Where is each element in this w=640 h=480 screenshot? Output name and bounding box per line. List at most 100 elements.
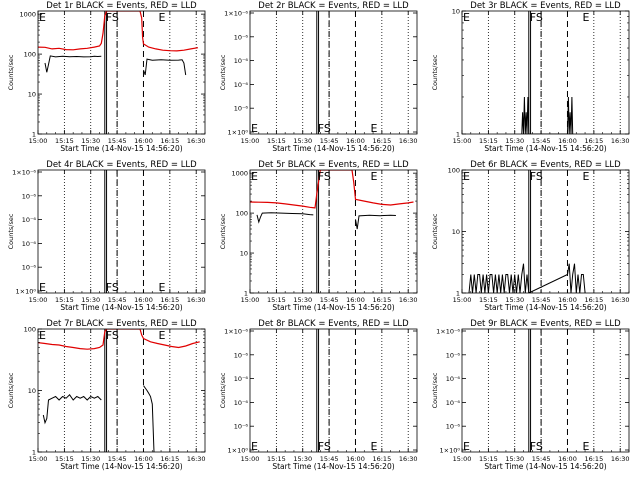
panel-4r: Det 4r BLACK = Events, RED = LLD 15:00 15:… <box>7 160 206 312</box>
flag-label: E <box>463 170 470 183</box>
x-tick-label: 16:30 <box>611 455 630 463</box>
x-tick-label: 16:00 <box>558 296 577 304</box>
y-tick-label: 10 <box>452 228 460 236</box>
flag-label: E <box>371 122 378 135</box>
y-tick-label: 10⁻⁶ <box>446 351 461 359</box>
x-tick-label: 16:15 <box>372 455 391 463</box>
x-tick-label: 15:00 <box>241 137 260 145</box>
y-tick-label: 10⁻⁶ <box>446 399 461 407</box>
flag-label: E <box>251 170 258 183</box>
y-tick-label: 1 <box>32 131 36 139</box>
y-tick-label: 10⁻⁶ <box>446 375 461 383</box>
y-tick-label: 10⁻⁶ <box>234 375 249 383</box>
y-tick-label: 100 <box>24 326 36 334</box>
x-tick-label: 16:00 <box>346 296 365 304</box>
flag-label: FS <box>530 170 543 183</box>
x-axis-label: Start Time (14-Nov-15 14:56:20) <box>272 144 394 153</box>
y-tick-label: 10⁻⁶ <box>22 216 37 224</box>
x-tick-label: 16:00 <box>346 137 365 145</box>
x-tick-label: 16:00 <box>134 137 153 145</box>
flag-label: FS <box>318 122 331 135</box>
y-tick-label: 10 <box>452 8 460 16</box>
y-tick-label: 1 <box>244 290 248 298</box>
panel-5r: Det 5r BLACK = Events, RED = LLD 15:00 15:… <box>219 160 418 312</box>
flag-label: FS <box>106 11 119 24</box>
flag-label: E <box>371 440 378 453</box>
x-tick-label: 16:30 <box>187 455 206 463</box>
x-tick-label: 15:00 <box>453 137 472 145</box>
y-axis-label: Counts/sec <box>7 213 15 249</box>
panel-title: Det 5r BLACK = Events, RED = LLD <box>258 160 409 170</box>
panel-2r: Det 2r BLACK = Events, RED = LLD 15:00 15:… <box>219 1 418 153</box>
y-tick-label: 100 <box>24 51 36 59</box>
y-tick-label: 10⁻⁶ <box>22 192 37 200</box>
x-axis-label: Start Time (14-Nov-15 14:56:20) <box>60 462 182 471</box>
y-tick-label: 1×10⁰ <box>440 447 461 455</box>
y-tick-label: 10⁻⁶ <box>234 57 249 65</box>
y-tick-label: 1000 <box>19 11 36 19</box>
x-tick-label: 15:45 <box>320 455 339 463</box>
y-tick-label: 10 <box>28 387 36 395</box>
x-axis-label: Start Time (14-Nov-15 14:56:20) <box>60 144 182 153</box>
x-tick-label: 16:00 <box>134 455 153 463</box>
x-tick-label: 15:45 <box>532 455 551 463</box>
x-tick-label: 15:00 <box>241 296 260 304</box>
x-axis-label: Start Time (14-Nov-15 14:56:20) <box>484 144 606 153</box>
x-tick-label: 16:00 <box>134 296 153 304</box>
x-tick-label: 16:30 <box>399 296 418 304</box>
y-tick-label: 10⁻⁶ <box>234 33 249 41</box>
panel-title: Det 7r BLACK = Events, RED = LLD <box>46 319 197 329</box>
flag-label: E <box>583 170 590 183</box>
flag-label: E <box>159 281 166 294</box>
x-tick-label: 15:15 <box>267 137 286 145</box>
flag-label: E <box>371 170 378 183</box>
series-events-line <box>44 55 187 76</box>
flag-label: E <box>251 440 258 453</box>
x-tick-label: 15:30 <box>293 137 312 145</box>
x-tick-label: 16:15 <box>372 296 391 304</box>
plot-frame <box>37 169 206 294</box>
x-tick-label: 15:15 <box>55 137 74 145</box>
panel-7r: Det 7r BLACK = Events, RED = LLD 15:00 15:… <box>7 319 206 471</box>
y-tick-label: 1000 <box>231 170 248 178</box>
y-tick-label: 100 <box>236 210 248 218</box>
y-tick-label: 10 <box>240 250 248 258</box>
y-tick-label: 10⁻⁶ <box>234 399 249 407</box>
y-tick-label: 10⁻⁶ <box>234 423 249 431</box>
y-tick-label: 10⁻⁶ <box>22 264 37 272</box>
flag-label: E <box>251 122 258 135</box>
panel-title: Det 1r BLACK = Events, RED = LLD <box>46 1 197 11</box>
y-axis-label: Counts/sec <box>7 54 15 90</box>
flag-label: E <box>39 281 46 294</box>
x-tick-label: 16:15 <box>584 455 603 463</box>
y-axis-label: Counts/sec <box>431 372 439 408</box>
x-tick-label: 15:45 <box>108 455 127 463</box>
x-tick-label: 15:15 <box>479 296 498 304</box>
x-tick-label: 16:00 <box>558 137 577 145</box>
x-tick-label: 16:00 <box>346 455 365 463</box>
y-tick-label: 10⁻⁶ <box>234 81 249 89</box>
plot-frame <box>249 10 418 135</box>
y-tick-label: 1×10⁻⁶ <box>224 328 248 336</box>
flag-label: E <box>159 329 166 342</box>
x-tick-label: 16:30 <box>187 137 206 145</box>
x-tick-label: 15:15 <box>267 455 286 463</box>
plot-frame <box>461 10 630 135</box>
y-tick-label: 1×10⁻⁶ <box>12 169 36 177</box>
x-tick-label: 15:15 <box>479 137 498 145</box>
series-lld-line <box>38 11 199 52</box>
flag-label: FS <box>106 329 119 342</box>
y-axis-label: Counts/sec <box>431 54 439 90</box>
flag-label: FS <box>106 281 119 294</box>
panel-title: Det 4r BLACK = Events, RED = LLD <box>46 160 197 170</box>
x-tick-label: 15:45 <box>108 296 127 304</box>
x-tick-label: 15:00 <box>241 455 260 463</box>
panel-title: Det 3r BLACK = Events, RED = LLD <box>470 1 621 11</box>
x-tick-label: 16:00 <box>558 455 577 463</box>
x-tick-label: 16:15 <box>372 137 391 145</box>
x-tick-label: 15:45 <box>532 137 551 145</box>
flag-label: E <box>39 11 46 24</box>
x-axis-label: Start Time (14-Nov-15 14:56:20) <box>272 303 394 312</box>
x-tick-label: 15:00 <box>453 296 472 304</box>
